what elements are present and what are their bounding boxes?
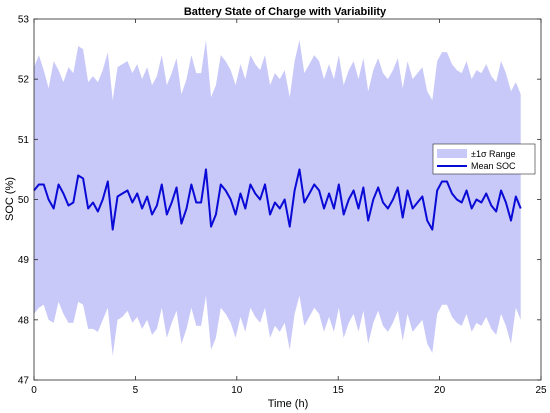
x-axis-ticks: 0 5 10 15 20 25 [31, 19, 547, 396]
y-tick-label: 53 [18, 15, 30, 26]
x-tick-label: 25 [535, 385, 547, 396]
legend-label-band: ±1σ Range [471, 149, 516, 159]
mean-soc-line [33, 168, 522, 231]
legend-band-swatch [437, 149, 467, 158]
y-axis-ticks: 47 48 49 50 51 52 53 [18, 15, 541, 387]
x-tick-label: 10 [231, 385, 243, 396]
x-tick-label: 0 [31, 385, 37, 396]
y-tick-label: 52 [18, 75, 30, 86]
plot-area [33, 40, 522, 356]
x-tick-label: 15 [333, 385, 345, 396]
y-axis-label: SOC (%) [4, 177, 16, 221]
x-axis-label: Time (h) [268, 398, 309, 410]
y-tick-label: 50 [18, 195, 30, 206]
y-tick-label: 47 [18, 376, 30, 387]
y-tick-label: 48 [18, 315, 30, 326]
legend: ±1σ Range Mean SOC [432, 143, 536, 175]
legend-label-mean: Mean SOC [471, 161, 516, 171]
y-tick-label: 51 [18, 135, 30, 146]
sigma-range-band [34, 40, 521, 356]
x-tick-label: 5 [133, 385, 139, 396]
chart-title: Battery State of Charge with Variability [184, 6, 387, 18]
x-tick-label: 20 [434, 385, 446, 396]
y-tick-label: 49 [18, 255, 30, 266]
